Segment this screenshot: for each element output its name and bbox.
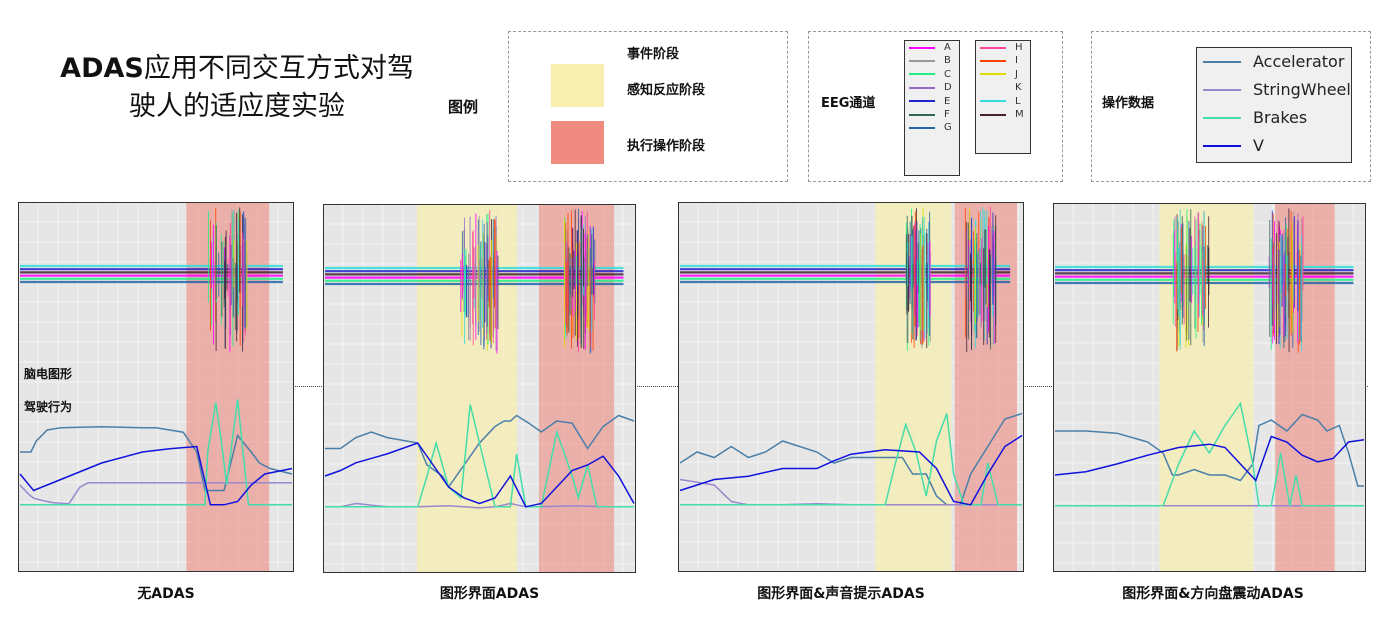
legend-swatch-perception xyxy=(551,64,604,107)
legend-eeg-line xyxy=(980,60,1006,63)
legend-event-execution-label: 执行操作阶段 xyxy=(627,139,706,154)
legend-eeg-line xyxy=(909,46,935,49)
legend-eeg-label: G xyxy=(944,122,952,134)
series-line-brakes xyxy=(1055,401,1364,507)
legend-op-line xyxy=(1203,117,1241,119)
legend-eeg-line xyxy=(980,86,1006,89)
legend-eeg-item: B xyxy=(909,54,959,67)
legend-label: 图例 xyxy=(448,98,479,116)
panel-1 xyxy=(18,202,294,572)
legend-eeg-label: J xyxy=(1015,68,1018,80)
legend-eeg-item: J xyxy=(980,68,1030,81)
caption-panel-3: 图形界面&声音提示ADAS xyxy=(757,586,925,602)
legend-eeg-line xyxy=(909,86,935,89)
panel-4 xyxy=(1053,203,1366,572)
legend-op-label: Brakes xyxy=(1253,108,1308,127)
legend-event-box: 事件阶段 感知反应阶段 执行操作阶段 xyxy=(508,31,788,182)
chart-panel-graphic-vibration-adas xyxy=(1053,203,1366,572)
series-line-v xyxy=(679,434,1023,506)
legend-op-list: Accelerator StringWheel Brakes V xyxy=(1196,47,1352,163)
series-line-accelerator xyxy=(20,425,293,492)
title-line2: 驶人的适应度实验 xyxy=(129,91,345,122)
legend-eeg-label: B xyxy=(944,55,951,67)
panel-3 xyxy=(678,202,1024,572)
legend-op-label: StringWheel xyxy=(1253,80,1351,99)
legend-op-box: 操作数据 Accelerator StringWheel Brakes V xyxy=(1091,31,1371,182)
caption-panel-2: 图形界面ADAS xyxy=(439,586,540,602)
legend-eeg-line xyxy=(980,113,1006,116)
legend-eeg-label: L xyxy=(1015,95,1021,107)
panel-2 xyxy=(323,204,636,573)
series-line-brakes xyxy=(325,404,634,508)
chart-panel-no-adas xyxy=(18,202,294,572)
series-line-accelerator xyxy=(325,414,635,489)
legend-eeg-item: C xyxy=(909,68,959,81)
caption-panel-4: 图形界面&方向盘震动ADAS xyxy=(1122,586,1304,602)
series-line-accelerator xyxy=(679,412,1023,506)
legend-op-item: Accelerator xyxy=(1203,48,1351,76)
legend-eeg-label: H xyxy=(1015,42,1023,53)
series-line-brakes xyxy=(20,399,292,506)
phase-band xyxy=(186,203,270,571)
section-label-eeg: 脑电图形 xyxy=(24,367,73,381)
legend-op-line xyxy=(1203,61,1241,63)
legend-event-perception-label: 感知反应阶段 xyxy=(627,83,706,98)
legend-op-item: Brakes xyxy=(1203,104,1351,132)
legend-eeg-label: E xyxy=(944,95,951,107)
chart-panel-graphic-adas xyxy=(323,204,636,573)
legend-eeg-line xyxy=(909,100,935,103)
legend-eeg-label: K xyxy=(1015,82,1022,94)
legend-eeg-line xyxy=(909,60,935,63)
legend-eeg-header: EEG通道 xyxy=(821,96,876,111)
legend-eeg-item: L xyxy=(980,95,1030,108)
series-line-stringwheel xyxy=(325,502,634,509)
legend-op-label: Accelerator xyxy=(1253,52,1345,71)
page-title: ADAS应用不同交互方式对驾 驶人的适应度实验 xyxy=(22,50,452,126)
legend-op-header: 操作数据 xyxy=(1102,96,1155,111)
legend-eeg-line xyxy=(909,73,935,76)
legend-eeg-item: G xyxy=(909,121,959,134)
legend-eeg-item: A xyxy=(909,41,959,54)
legend-eeg-label: I xyxy=(1015,55,1018,67)
legend-eeg-line xyxy=(980,100,1006,103)
legend-event-header: 事件阶段 xyxy=(627,47,680,62)
legend-eeg-label: F xyxy=(944,108,950,120)
legend-op-item: StringWheel xyxy=(1203,76,1351,104)
series-line-v xyxy=(19,445,293,506)
legend-eeg-line xyxy=(980,46,1006,49)
legend-eeg-line xyxy=(909,113,935,116)
series-line-accelerator xyxy=(1055,413,1364,487)
legend-op-line xyxy=(1203,145,1241,147)
series-line-v xyxy=(324,442,635,508)
series-line-v xyxy=(1054,435,1365,482)
legend-eeg-item: E xyxy=(909,95,959,108)
legend-eeg-item: H xyxy=(980,41,1030,54)
legend-eeg-item: M xyxy=(980,108,1030,121)
caption-panel-1: 无ADAS xyxy=(137,586,195,602)
legend-eeg-label: D xyxy=(944,82,952,94)
legend-eeg-label: M xyxy=(1015,108,1024,120)
title-line1: 应用不同交互方式对驾 xyxy=(143,53,414,84)
legend-eeg-label: C xyxy=(944,68,951,80)
legend-swatch-execution xyxy=(551,121,604,164)
legend-op-item: V xyxy=(1203,132,1351,160)
legend-eeg-item: D xyxy=(909,81,959,94)
series-line-stringwheel xyxy=(19,482,292,505)
chart-panel-graphic-sound-adas xyxy=(678,202,1024,572)
legend-eeg-line xyxy=(980,73,1006,76)
legend-eeg-item: I xyxy=(980,54,1030,67)
legend-op-label: V xyxy=(1253,136,1264,155)
legend-op-line xyxy=(1203,89,1241,91)
legend-eeg-line xyxy=(909,127,935,130)
phase-band xyxy=(416,205,518,572)
section-label-driving: 驾驶行为 xyxy=(24,400,73,414)
legend-eeg-item: F xyxy=(909,108,959,121)
legend-eeg-label: A xyxy=(944,42,951,53)
legend-eeg-item: K xyxy=(980,81,1030,94)
title-bold: ADAS xyxy=(60,53,144,84)
